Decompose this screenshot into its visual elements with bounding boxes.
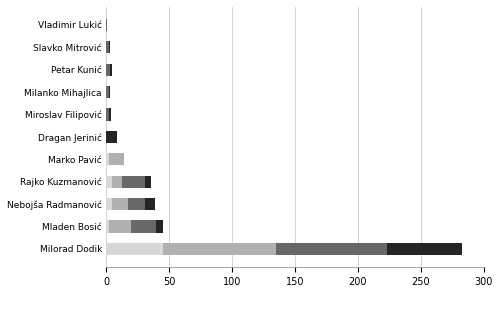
Bar <box>112 198 128 210</box>
Bar <box>106 86 108 98</box>
Bar <box>276 243 387 255</box>
Bar <box>132 220 156 233</box>
Bar <box>106 19 108 31</box>
Bar <box>106 220 108 233</box>
Bar <box>106 176 112 188</box>
Bar <box>163 243 276 255</box>
Bar <box>110 63 112 76</box>
Bar <box>106 198 112 210</box>
Bar <box>108 153 124 165</box>
Bar <box>145 198 155 210</box>
Bar <box>108 86 110 98</box>
Bar <box>108 220 132 233</box>
Bar <box>106 153 108 165</box>
Bar <box>106 131 118 143</box>
Bar <box>145 176 152 188</box>
Bar <box>106 108 108 121</box>
Bar <box>108 108 111 121</box>
Bar <box>108 41 110 53</box>
Bar <box>156 220 163 233</box>
Bar <box>122 176 145 188</box>
Bar <box>106 63 110 76</box>
Bar <box>128 198 145 210</box>
Bar <box>387 243 462 255</box>
Bar <box>106 243 163 255</box>
Bar <box>106 41 108 53</box>
Bar <box>112 176 122 188</box>
